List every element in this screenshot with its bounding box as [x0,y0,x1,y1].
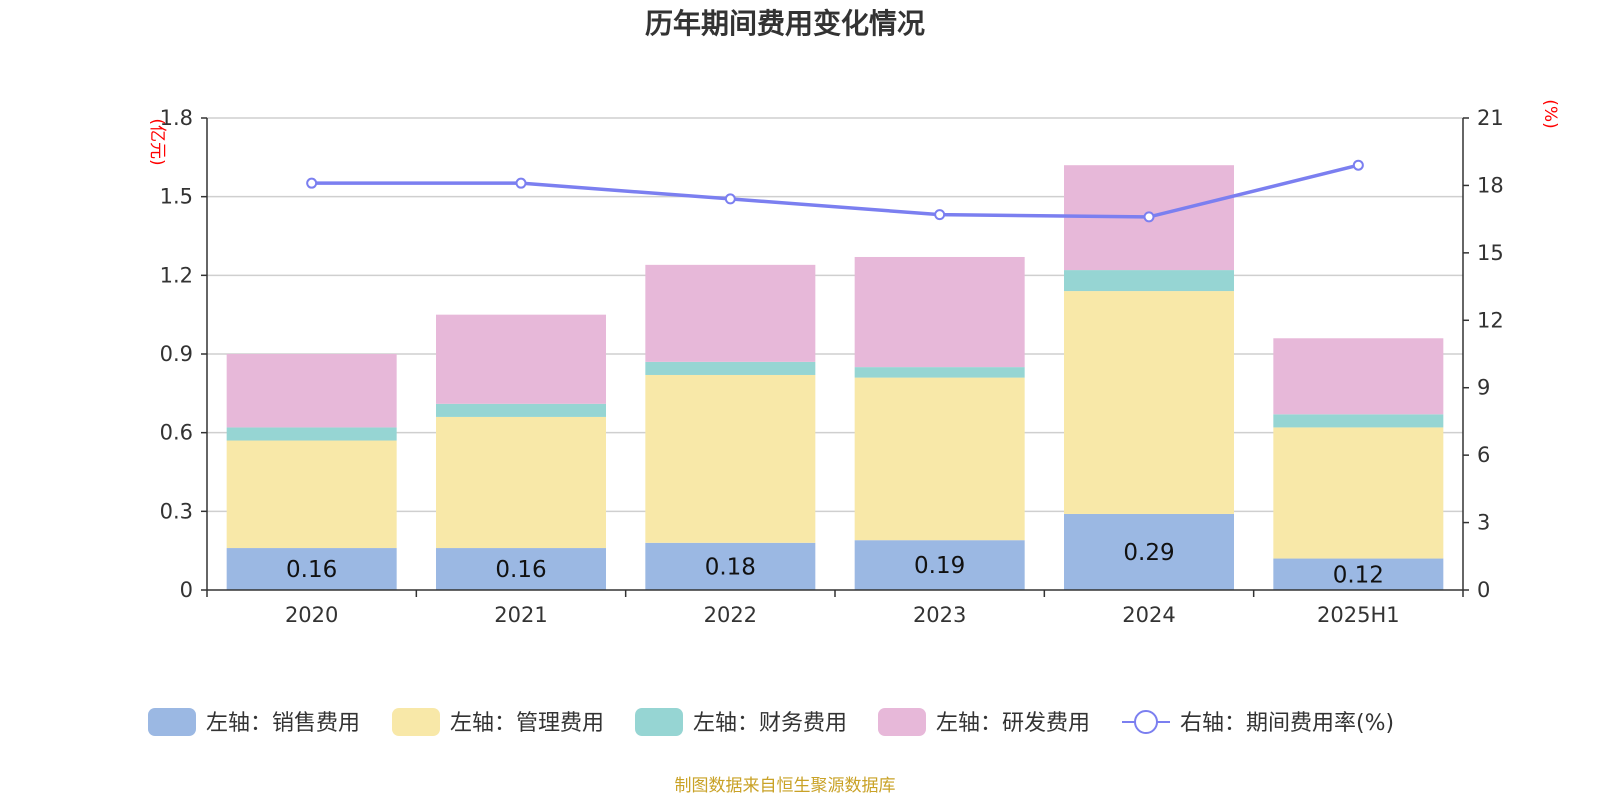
bar-segment [645,374,816,543]
bar-segment [436,548,606,590]
right-axis-tick-label: 0 [1477,578,1490,602]
bar-segment [645,361,816,375]
data-labels: 0.16 0.16 0.18 0.19 0.29 0.12 [286,540,1384,588]
expense-rate-point [306,177,318,189]
legend-label: 右轴：期间费用率(%) [1180,711,1394,736]
bar-value-label: 0.18 [705,554,756,580]
left-axis-tick-label: 1.8 [160,106,193,130]
legend-label: 左轴：管理费用 [450,711,604,736]
expense-rate-point [1143,211,1155,223]
right-axis-tick-label: 15 [1477,241,1504,265]
x-axis-tick-label: 2023 [913,603,966,627]
bar-segment [226,440,397,549]
left-axis-unit: (亿元) [147,118,167,165]
legend-swatch [148,708,196,736]
left-axis-tick-label: 0.9 [160,342,193,366]
left-axis-tick-label: 0 [180,578,193,602]
bar-segment [226,427,397,441]
x-axis-tick-label: 2021 [494,603,547,627]
bar-value-label: 0.12 [1333,562,1384,588]
expense-rate-line [306,159,1364,223]
x-axis-tick-label: 2022 [704,603,757,627]
x-axis-tick-label: 2020 [285,603,338,627]
right-axis-tick-label: 21 [1477,106,1504,130]
data-source-note: 制图数据来自恒生聚源数据库 [675,776,896,796]
bar-segment [1273,427,1444,559]
bar-segment [645,264,816,362]
expense-rate-point [1352,159,1364,171]
left-axis-tick-label: 1.5 [160,185,193,209]
legend-circle-marker [1134,710,1158,734]
left-axis-tick-label: 0.6 [160,421,193,445]
right-axis-tick-label: 12 [1477,308,1504,332]
expense-rate-polyline [311,163,1359,219]
bar-segment [226,548,397,590]
bar-segment [436,403,606,417]
bar-segment [436,314,606,404]
left-axis-tick-label: 1.2 [160,263,193,287]
left-axis-tick-label: 0.3 [160,499,193,523]
right-axis-unit: (%) [1540,99,1560,128]
legend: 左轴：销售费用 左轴：管理费用 左轴：财务费用 左轴：研发费用 右轴：期间费用率(%) [148,708,1394,736]
bar-value-label: 0.29 [1123,540,1174,566]
bar-segment [1064,270,1234,292]
right-axis-tick-label: 6 [1477,443,1490,467]
bar-segment [436,416,606,549]
bar-segment [1273,558,1444,590]
legend-swatch [635,708,683,736]
legend-swatch [878,708,926,736]
axes: 0 0.3 0.6 0.9 1.2 1.5 1.8 0 3 6 9 12 15 18 21 2020 2021 2… [160,106,1504,627]
right-axis-tick-label: 9 [1477,376,1490,400]
bar-segment [226,354,397,428]
right-axis-tick-label: 3 [1477,511,1490,535]
legend-label: 左轴：财务费用 [693,711,847,736]
legend-label: 左轴：研发费用 [936,711,1090,736]
bar-segment [1273,338,1444,415]
bar-value-label: 0.19 [914,553,965,579]
bar-segment [1064,291,1234,514]
legend-swatch [392,708,440,736]
expense-rate-point [515,177,527,189]
grid-lines [207,117,1463,513]
bar-segment [854,256,1025,368]
x-axis-tick-label: 2024 [1122,603,1175,627]
bar-value-label: 0.16 [495,557,546,583]
bar-segment [1064,513,1234,590]
bar-segment [1273,414,1444,428]
right-axis-tick-label: 18 [1477,173,1504,197]
bar-segment [854,367,1025,378]
expense-rate-point [724,193,736,205]
bar-segment [854,540,1025,590]
legend-label: 左轴：销售费用 [206,711,360,736]
bars [226,165,1444,590]
bar-value-label: 0.16 [286,557,337,583]
x-axis-tick-label: 2025H1 [1317,603,1400,627]
chart-title: 历年期间费用变化情况 [645,7,925,40]
bar-segment [645,542,816,590]
bar-segment [854,377,1025,541]
expense-rate-point [934,209,946,221]
